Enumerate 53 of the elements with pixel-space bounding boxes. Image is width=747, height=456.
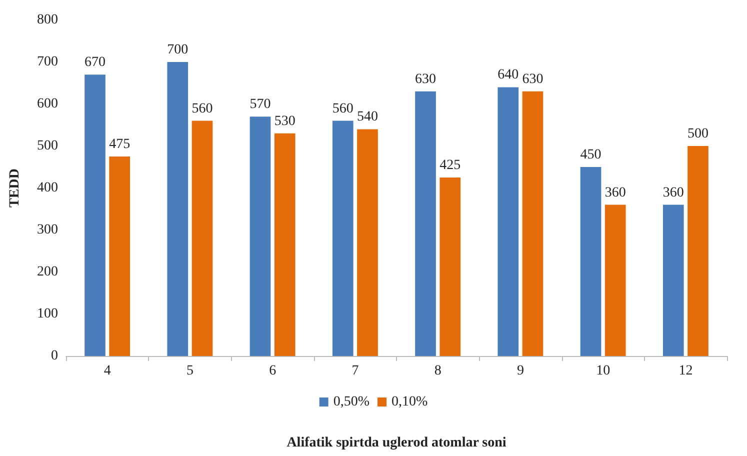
y-tick-label: 800 <box>37 12 58 28</box>
bar <box>604 204 626 356</box>
bar <box>688 146 708 356</box>
data-label: 570 <box>250 97 271 112</box>
y-tick-label: 200 <box>37 264 58 280</box>
x-tick-label: 10 <box>596 364 610 378</box>
y-tick-label: 300 <box>37 222 58 238</box>
data-label: 670 <box>84 55 106 70</box>
bar <box>167 62 188 356</box>
bar <box>250 116 271 356</box>
x-tick-label: 4 <box>104 364 111 378</box>
data-label: 360 <box>604 185 626 200</box>
bar <box>357 129 378 356</box>
bar <box>498 87 519 356</box>
data-label: 630 <box>415 72 436 87</box>
x-axis-title: Alifatik spirtda uglerod atomlar soni <box>286 436 506 450</box>
legend-label: 0,50% <box>333 394 370 410</box>
data-label: 540 <box>356 110 378 125</box>
x-tick-label: 12 <box>678 364 693 378</box>
bar <box>440 178 461 356</box>
y-tick-label: 0 <box>51 348 58 364</box>
bar <box>192 120 213 356</box>
y-tick-label: 500 <box>37 138 58 154</box>
data-label: 360 <box>662 185 684 200</box>
bar <box>109 156 130 356</box>
bar <box>580 167 602 356</box>
data-label: 560 <box>332 101 354 116</box>
x-tick-label: 8 <box>434 364 442 378</box>
data-label: 450 <box>580 148 602 162</box>
y-tick-label: 600 <box>37 96 58 112</box>
x-tick-label: 9 <box>516 364 524 378</box>
data-label: 530 <box>274 114 296 129</box>
bar <box>662 204 684 356</box>
data-label: 475 <box>109 137 130 152</box>
y-tick-label: 700 <box>37 54 58 70</box>
legend-label: 0,10% <box>392 394 428 410</box>
bar <box>522 91 544 356</box>
data-label: 425 <box>440 158 461 173</box>
data-label: 500 <box>687 126 708 142</box>
y-tick-label: 400 <box>37 180 58 196</box>
y-axis-title: TEDD <box>8 168 22 208</box>
x-tick-label: 7 <box>352 364 359 378</box>
x-tick-label: 6 <box>269 364 276 378</box>
bar <box>332 120 354 356</box>
data-label: 700 <box>167 42 188 58</box>
y-tick-label: 100 <box>37 306 58 322</box>
data-label: 640 <box>498 68 519 83</box>
bar <box>84 74 106 356</box>
bar <box>415 91 436 356</box>
data-label: 560 <box>192 101 213 116</box>
data-label: 630 <box>522 72 544 87</box>
bar <box>274 133 296 356</box>
x-tick-label: 5 <box>186 364 194 378</box>
